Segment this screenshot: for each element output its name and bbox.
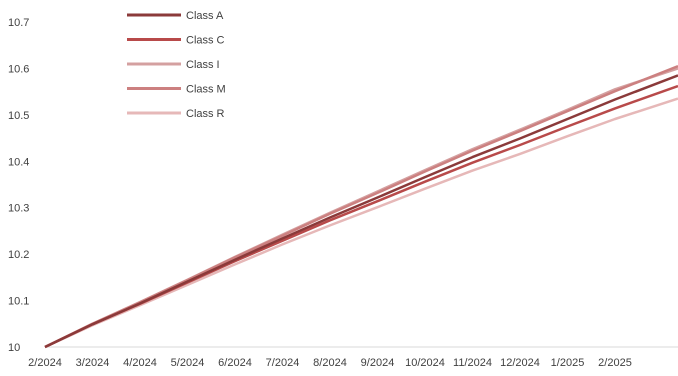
x-tick-label: 2/2024 — [28, 357, 62, 369]
y-tick-label: 10.1 — [8, 296, 29, 308]
x-tick-label: 12/2024 — [500, 357, 540, 369]
x-axis-tick-labels: 2/2024 3/2024 4/2024 5/2024 6/2024 7/2024 8/20… — [28, 357, 632, 369]
x-tick-label: 2/2025 — [598, 357, 632, 369]
x-tick-label: 7/2024 — [266, 357, 300, 369]
y-tick-label: 10.4 — [8, 156, 29, 168]
y-tick-label: 10.5 — [8, 110, 29, 122]
x-tick-label: 3/2024 — [76, 357, 110, 369]
legend-label: Class A — [186, 10, 224, 22]
x-tick-label: 8/2024 — [313, 357, 347, 369]
x-tick-label: 4/2024 — [123, 357, 157, 369]
legend-label: Class I — [186, 59, 220, 71]
y-tick-label: 10.3 — [8, 203, 29, 215]
series-lines — [44, 64, 678, 349]
x-tick-label: 11/2024 — [453, 357, 492, 369]
legend-label: Class C — [186, 35, 225, 47]
x-tick-label: 5/2024 — [171, 357, 205, 369]
x-tick-label: 10/2024 — [405, 357, 445, 369]
x-tick-label: 9/2024 — [361, 357, 395, 369]
y-axis-tick-labels: 10 10.1 10.2 10.3 10.4 10.5 10.6 10.7 — [8, 17, 29, 354]
x-tick-label: 1/2025 — [551, 357, 585, 369]
legend-label: Class R — [186, 108, 225, 120]
y-tick-label: 10 — [8, 342, 20, 354]
legend-label: Class M — [186, 84, 226, 96]
x-tick-label: 6/2024 — [218, 357, 252, 369]
y-tick-label: 10.6 — [8, 63, 29, 75]
y-tick-label: 10.2 — [8, 249, 29, 261]
legend: Class A Class C Class I Class M Class R — [127, 10, 226, 120]
y-tick-label: 10.7 — [8, 17, 29, 29]
series-line-class-a — [44, 74, 678, 349]
series-line-class-r — [44, 97, 678, 349]
series-line-class-c — [44, 84, 678, 349]
